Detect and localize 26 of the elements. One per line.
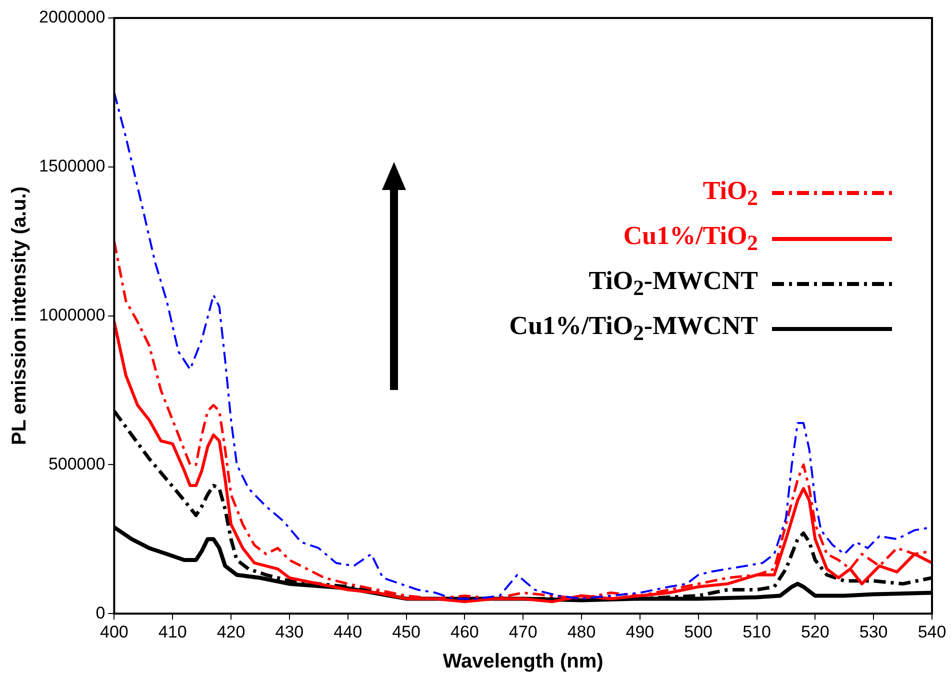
y-tick-label: 1500000: [38, 156, 106, 176]
x-tick-label: 540: [918, 622, 946, 642]
y-axis-title: PL emission intensity (a.u.): [8, 186, 31, 446]
x-tick-label: 500: [684, 622, 713, 642]
x-tick-label: 460: [450, 622, 479, 642]
y-tick-label: 0: [96, 603, 106, 622]
y-tick-label: 2000000: [38, 8, 106, 27]
x-axis-title: Wavelength (nm): [442, 650, 604, 673]
legend-label: TiO$_{2}$-MWCNT: [588, 266, 758, 302]
legend-label: TiO$_{2}$: [702, 176, 758, 211]
x-tick-label: 470: [508, 622, 538, 642]
x-tick-label: 400: [100, 622, 128, 642]
x-tick-label: 420: [216, 622, 246, 642]
x-tick-label: 430: [275, 622, 304, 642]
x-tick-label: 410: [158, 622, 187, 642]
x-tick-label: 450: [392, 622, 420, 642]
x-tick-label: 510: [742, 622, 771, 642]
x-tick-label: 480: [567, 622, 596, 642]
x-tick-label: 490: [626, 622, 654, 642]
x-tick-label: 440: [334, 622, 362, 642]
legend-label: Cu1%/TiO$_{2}$: [623, 220, 758, 256]
y-tick-label: 1000000: [38, 305, 106, 324]
x-tick-label: 530: [859, 622, 888, 642]
y-tick-label: 500000: [48, 454, 106, 474]
x-tick-label: 520: [800, 622, 830, 642]
legend-label: Cu1%/TiO$_{2}$-MWCNT: [509, 311, 758, 347]
